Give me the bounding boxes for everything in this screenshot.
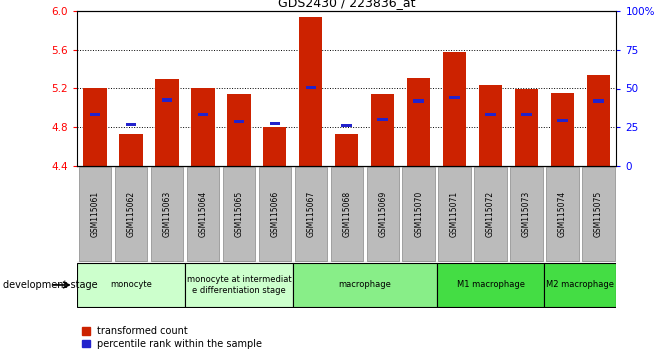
Bar [90,113,100,116]
Bar [377,118,388,121]
FancyBboxPatch shape [366,167,399,261]
Bar [126,123,136,126]
Bar [335,134,358,166]
Bar [263,127,287,166]
Bar [119,134,143,166]
FancyBboxPatch shape [115,167,147,261]
Text: M1 macrophage: M1 macrophage [456,280,525,290]
Bar [407,78,430,166]
FancyBboxPatch shape [185,263,293,307]
FancyBboxPatch shape [330,167,363,261]
Text: monocyte at intermediat
e differentiation stage: monocyte at intermediat e differentiatio… [186,275,291,295]
FancyBboxPatch shape [79,167,111,261]
Bar [587,75,610,166]
Text: development stage: development stage [3,280,98,290]
Text: GSM115074: GSM115074 [558,191,567,237]
FancyBboxPatch shape [259,167,291,261]
Bar [557,119,567,122]
Bar [413,99,424,103]
FancyBboxPatch shape [582,167,614,261]
Bar [234,120,244,123]
Text: M2 macrophage: M2 macrophage [547,280,614,290]
Bar [371,95,395,166]
Legend: transformed count, percentile rank within the sample: transformed count, percentile rank withi… [82,326,263,349]
Text: GSM115067: GSM115067 [306,191,316,237]
Bar [485,113,496,116]
FancyBboxPatch shape [295,167,327,261]
Text: GSM115071: GSM115071 [450,191,459,237]
FancyBboxPatch shape [151,167,183,261]
Text: GSM115072: GSM115072 [486,191,495,237]
FancyBboxPatch shape [546,167,579,261]
Bar [269,122,280,125]
Text: GSM115063: GSM115063 [162,191,172,237]
Bar [155,79,179,166]
Text: macrophage: macrophage [338,280,391,290]
Bar [593,99,604,103]
Text: GSM115075: GSM115075 [594,191,603,237]
FancyBboxPatch shape [222,167,255,261]
Bar [551,93,574,166]
Bar [521,113,532,116]
Bar [198,113,208,116]
FancyBboxPatch shape [438,167,471,261]
FancyBboxPatch shape [403,167,435,261]
FancyBboxPatch shape [511,167,543,261]
Bar [342,124,352,127]
FancyBboxPatch shape [437,263,545,307]
FancyBboxPatch shape [545,263,616,307]
Bar [443,51,466,166]
Bar [479,85,502,166]
Text: GSM115070: GSM115070 [414,191,423,237]
Bar [161,98,172,102]
Bar [227,95,251,166]
Title: GDS2430 / 223836_at: GDS2430 / 223836_at [278,0,415,10]
Bar [515,88,538,166]
FancyBboxPatch shape [77,263,185,307]
Bar [306,86,316,89]
Text: GSM115066: GSM115066 [270,191,279,237]
Text: monocyte: monocyte [110,280,152,290]
FancyBboxPatch shape [474,167,507,261]
Text: GSM115068: GSM115068 [342,191,351,237]
Text: GSM115062: GSM115062 [127,191,135,237]
FancyBboxPatch shape [293,263,437,307]
Text: GSM115064: GSM115064 [198,191,208,237]
Bar [299,17,322,166]
Text: GSM115061: GSM115061 [90,191,100,237]
Bar [83,87,107,166]
Text: GSM115073: GSM115073 [522,191,531,237]
Text: GSM115069: GSM115069 [378,191,387,237]
Text: GSM115065: GSM115065 [234,191,243,237]
Bar [450,96,460,99]
FancyBboxPatch shape [187,167,219,261]
Bar [191,87,214,166]
